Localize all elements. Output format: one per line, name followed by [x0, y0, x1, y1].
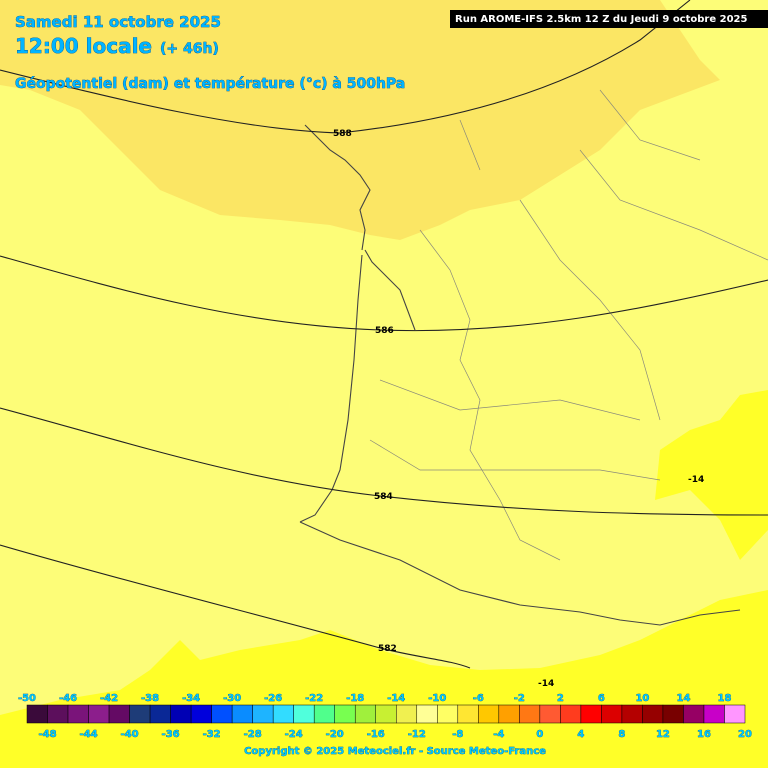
contour-label: 584 [374, 492, 393, 502]
scale-label: -32 [203, 729, 221, 740]
scale-label: -22 [305, 693, 323, 704]
color-swatch [601, 704, 623, 724]
contour-label: 588 [333, 129, 352, 139]
color-swatch [375, 704, 397, 724]
coastline-north [304, 124, 371, 251]
scale-label: 16 [697, 729, 711, 740]
color-swatch [334, 704, 356, 724]
color-swatch [621, 704, 643, 724]
color-swatch [313, 704, 335, 724]
scale-label: -6 [473, 693, 484, 704]
lead-time: (+ 46h) [160, 41, 219, 57]
scale-label: 20 [738, 729, 752, 740]
scale-label: -18 [346, 693, 364, 704]
contour-label: -14 [538, 679, 554, 689]
scale-label: -4 [493, 729, 504, 740]
color-swatch [724, 704, 746, 724]
date: Samedi 11 octobre 2025 [15, 13, 221, 31]
color-swatch [252, 704, 274, 724]
region-borders [369, 89, 768, 561]
scale-label: 18 [718, 693, 732, 704]
subtitle: Géopotentiel (dam) et température (°c) à… [15, 76, 405, 92]
color-swatch [683, 704, 705, 724]
scale-label: -36 [162, 729, 180, 740]
copyright: Copyright © 2025 Meteociel.fr - Source M… [244, 746, 546, 757]
scale-label: -28 [244, 729, 262, 740]
scale-label: -38 [141, 693, 159, 704]
contour-label: 582 [378, 644, 397, 654]
color-swatch [272, 704, 294, 724]
scale-label: -14 [387, 693, 405, 704]
color-swatch [293, 704, 315, 724]
isoline-588 [0, 0, 691, 134]
scale-label: -48 [38, 729, 56, 740]
color-swatch [190, 704, 212, 724]
isoline-584 [0, 407, 768, 516]
scale-label: -34 [182, 693, 200, 704]
scale-label: -20 [326, 729, 344, 740]
colorbar: -50 -46 -42 -38 -34 -30 -26 -22 -18 -14 -10 -6 -2 2 6 1… [18, 693, 753, 741]
scale-label: 8 [618, 729, 625, 740]
scale-label: -50 [18, 693, 36, 704]
scale-label: 0 [536, 729, 543, 740]
color-swatch [642, 704, 664, 724]
scale-label: -26 [264, 693, 282, 704]
cold-zone-south [0, 590, 768, 768]
color-swatch [580, 704, 602, 724]
contour-label: -14 [688, 475, 704, 485]
color-swatch [498, 704, 520, 724]
color-swatch [231, 704, 253, 724]
color-swatch [47, 704, 69, 724]
coastline [299, 249, 741, 626]
color-swatch [560, 704, 582, 724]
color-swatch [211, 704, 233, 724]
color-swatch [539, 704, 561, 724]
color-swatch [170, 704, 192, 724]
color-swatch [129, 704, 151, 724]
scale-label: -42 [100, 693, 118, 704]
run-info: Run AROME-IFS 2.5km 12 Z du Jeudi 9 octo… [455, 14, 747, 25]
run-banner [450, 10, 768, 28]
color-swatch [88, 704, 110, 724]
color-swatch [457, 704, 479, 724]
scale-label: -40 [121, 729, 139, 740]
scale-label: 12 [656, 729, 670, 740]
scale-label: 14 [676, 693, 690, 704]
scale-label: -24 [285, 729, 303, 740]
scale-label: 10 [635, 693, 649, 704]
scale-label: -10 [428, 693, 446, 704]
color-swatch [67, 704, 89, 724]
isoline-586 [0, 255, 768, 332]
color-swatch [108, 704, 130, 724]
warm-zone [0, 0, 720, 240]
color-swatch [662, 704, 684, 724]
scale-label: -16 [367, 729, 385, 740]
scale-label: -12 [408, 729, 426, 740]
color-swatch [437, 704, 459, 724]
scale-label: -44 [80, 729, 98, 740]
contour-label: 586 [375, 326, 394, 336]
time: 12:00 locale [15, 34, 152, 58]
scale-label: 6 [598, 693, 605, 704]
color-swatch [396, 704, 418, 724]
cold-zone-east [655, 390, 768, 560]
color-swatch [416, 704, 438, 724]
color-swatch [149, 704, 171, 724]
color-swatch [519, 704, 541, 724]
scale-label: -46 [59, 693, 77, 704]
scale-label: 2 [557, 693, 564, 704]
color-swatch [354, 704, 376, 724]
color-swatch [703, 704, 725, 724]
color-swatch [478, 704, 500, 724]
scale-label: 4 [577, 729, 584, 740]
scale-label: -2 [514, 693, 525, 704]
color-swatch [26, 704, 48, 724]
isoline-582 [0, 544, 471, 669]
scale-label: -8 [452, 729, 463, 740]
scale-label: -30 [223, 693, 241, 704]
